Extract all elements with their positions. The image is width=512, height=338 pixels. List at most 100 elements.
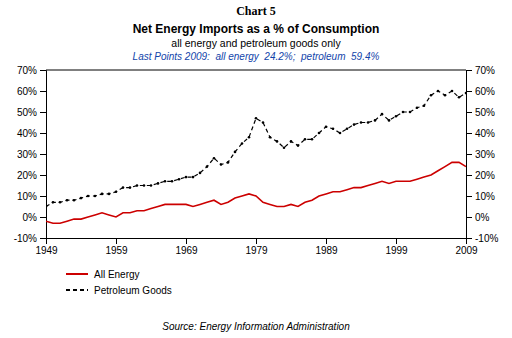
tick-label: 10% [17,191,37,202]
legend-swatch [66,273,88,275]
series-point [304,138,307,141]
axis-y2ticks: -10%0%10%20%30%40%50%60%70% [466,65,498,244]
series-point [381,113,384,116]
tick: 10% [17,191,46,202]
series-point [94,195,97,198]
series-point [346,128,349,131]
series-point [325,125,328,128]
legend-item: All Energy [66,269,140,280]
tick: 50% [466,107,495,118]
tick-label: 1999 [385,245,408,256]
plot: 1949195919691979198919992009-10%0%10%20%… [14,65,499,256]
tick: 0% [23,212,46,223]
series-point [353,123,356,126]
tick-label: 50% [475,107,495,118]
tick: 70% [466,65,495,76]
series-point [185,176,188,179]
series-line [46,162,466,223]
tick-mark [466,217,472,218]
series-point [311,138,314,141]
tick: 70% [17,65,46,76]
legend: All EnergyPetroleum Goods [66,269,172,296]
tick-label: 40% [475,128,495,139]
series-point [129,186,132,189]
tick-label: 1949 [35,245,58,256]
tick-label: 70% [17,65,37,76]
tick-mark [466,133,472,134]
series-point [374,119,377,122]
series-point [458,96,461,99]
tick-mark [40,154,46,155]
series-point [430,94,433,97]
tick-mark [466,112,472,113]
tick: 40% [466,128,495,139]
series-point [227,161,230,164]
tick: 40% [17,128,46,139]
source: Source: Energy Information Administratio… [162,321,350,332]
series-point [199,172,202,175]
series-point [444,94,447,97]
tick-label: 30% [17,149,37,160]
series-point [150,184,153,187]
tick-label: 20% [17,170,37,181]
series-point [234,151,237,154]
tick: 1989 [315,238,338,256]
series-point [52,201,55,204]
tick-label: 20% [475,170,495,181]
series-point [108,193,111,196]
axis-xticks: 1949195919691979198919992009 [35,238,478,256]
series-point [332,128,335,131]
tick-label: -10% [14,233,37,244]
axis-line [40,71,47,239]
tick: 1999 [385,238,408,256]
tick-mark [40,112,46,113]
title: Net Energy Imports as a % of Consumption [133,22,380,36]
series-point [255,117,258,120]
series-point [220,163,223,166]
tick-label: 0% [475,212,490,223]
tick: 60% [466,86,495,97]
tick-mark [466,154,472,155]
series-point [136,184,139,187]
series-point [46,205,47,208]
tick-label: 1959 [105,245,128,256]
tick-label: 50% [17,107,37,118]
series-point [157,182,160,185]
caption: Chart 5 [236,4,276,18]
series-point [451,90,454,93]
tick: 1979 [245,238,268,256]
series-point [171,180,174,183]
tick: 1959 [105,238,128,256]
series-point [66,199,69,202]
tick-label: 60% [475,86,495,97]
series-point [395,115,398,118]
series-point [437,90,440,93]
axis-line [47,239,467,245]
tick: 30% [466,149,495,160]
series-point [318,132,321,135]
series-point [262,121,265,124]
subtitle: all energy and petroleum goods only [171,37,341,49]
tick-mark [256,238,257,244]
tick-mark [396,238,397,244]
series-point [178,178,181,181]
tick-mark [466,238,472,239]
series-point [367,121,370,124]
tick-mark [326,238,327,244]
series-point [73,199,76,202]
series-point [297,144,300,147]
legend-label: All Energy [94,269,140,280]
tick-mark [40,70,46,71]
tick: 10% [466,191,495,202]
chart: Chart 5 Net Energy Imports as a % of Cons… [0,0,512,338]
tick-mark [466,175,472,176]
series-point [388,119,391,122]
tick: 1969 [175,238,198,256]
tick: 50% [17,107,46,118]
tick-label: 10% [475,191,495,202]
series-point [206,165,209,168]
legend-swatch [66,289,88,291]
series-point [269,136,272,139]
series-point [192,176,195,179]
marks [46,90,466,224]
